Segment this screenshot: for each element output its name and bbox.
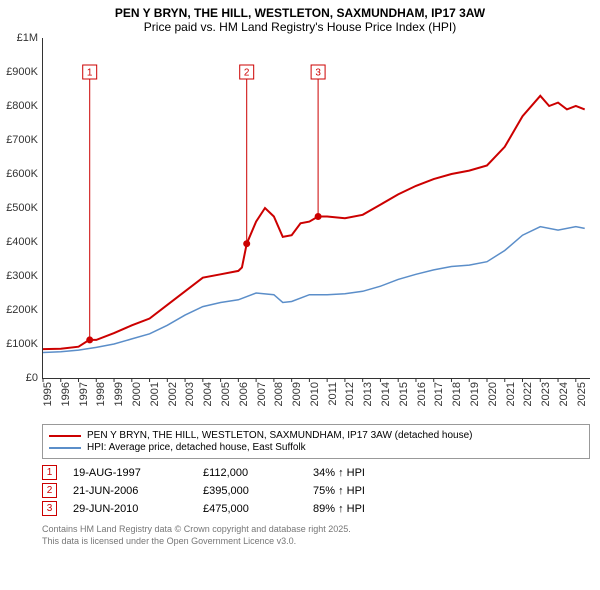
footer-line1: Contains HM Land Registry data © Crown c… [42,524,590,536]
x-tick-label: 2010 [309,382,321,406]
chart-svg: 1 2 3 [43,38,590,378]
y-tick-label: £800K [6,100,38,112]
x-axis-labels: 1995 1996 1997 1998 1999 2000 2001 2002 2003 2004… [42,378,590,418]
x-tick-label: 2006 [238,382,250,406]
x-tick-label: 2012 [344,382,356,406]
sale-row-date: 19-AUG-1997 [73,467,203,479]
sale-row: 1 19-AUG-1997£112,00034% ↑ HPI [42,465,590,480]
x-tick-label: 2023 [540,382,552,406]
x-tick-label: 2020 [487,382,499,406]
y-tick-label: £500K [6,202,38,214]
series-line [43,227,585,353]
sale-marker-dot [243,241,250,248]
footer-line2: This data is licensed under the Open Gov… [42,536,590,548]
legend-label-hpi: HPI: Average price, detached house, East… [87,442,306,453]
legend-row-hpi: HPI: Average price, detached house, East… [49,442,583,453]
sale-row-price: £475,000 [203,503,313,515]
x-tick-label: 2025 [576,382,588,406]
x-tick-label: 2022 [522,382,534,406]
series-line [43,96,585,349]
chart-title-line1: PEN Y BRYN, THE HILL, WESTLETON, SAXMUND… [0,0,600,20]
y-tick-label: £300K [6,270,38,282]
x-tick-label: 2002 [167,382,179,406]
sale-marker-number: 2 [244,68,250,79]
x-tick-label: 2015 [398,382,410,406]
sale-row-badge: 3 [42,501,57,516]
x-tick-label: 1997 [78,382,90,406]
sale-row-date: 29-JUN-2010 [73,503,203,515]
x-tick-label: 2016 [416,382,428,406]
sale-row-pct: 75% ↑ HPI [313,485,365,497]
y-tick-label: £600K [6,168,38,180]
sale-marker-number: 3 [315,68,321,79]
y-tick-label: £0 [26,372,38,384]
y-tick-label: £1M [17,32,38,44]
y-tick-label: £100K [6,338,38,350]
x-tick-label: 2000 [131,382,143,406]
x-tick-label: 2018 [451,382,463,406]
x-tick-label: 2005 [220,382,232,406]
sale-row-price: £112,000 [203,467,313,479]
y-tick-label: £700K [6,134,38,146]
y-tick-label: £900K [6,66,38,78]
chart-plot-area: 1 2 3 [42,38,590,379]
x-tick-label: 2009 [291,382,303,406]
x-tick-label: 2021 [505,382,517,406]
legend-label-property: PEN Y BRYN, THE HILL, WESTLETON, SAXMUND… [87,430,473,441]
x-tick-label: 1996 [60,382,72,406]
x-tick-label: 2013 [362,382,374,406]
x-tick-label: 1998 [95,382,107,406]
sale-marker-dot [86,337,93,344]
sale-row: 2 21-JUN-2006£395,00075% ↑ HPI [42,483,590,498]
y-tick-label: £400K [6,236,38,248]
x-tick-label: 2017 [433,382,445,406]
x-tick-label: 2001 [149,382,161,406]
legend-swatch-property [49,435,81,437]
legend-row-property: PEN Y BRYN, THE HILL, WESTLETON, SAXMUND… [49,430,583,441]
sales-table: 1 19-AUG-1997£112,00034% ↑ HPI 2 21-JUN-200… [42,465,590,516]
x-tick-label: 2014 [380,382,392,406]
sale-row-pct: 34% ↑ HPI [313,467,365,479]
sale-marker-dot [315,213,322,220]
chart-title-line2: Price paid vs. HM Land Registry's House … [0,20,600,34]
legend-swatch-hpi [49,447,81,449]
sale-marker-number: 1 [87,68,93,79]
x-tick-label: 2007 [256,382,268,406]
x-tick-label: 2008 [273,382,285,406]
x-tick-label: 2024 [558,382,570,406]
footer-attribution: Contains HM Land Registry data © Crown c… [42,524,590,547]
sale-row-badge: 1 [42,465,57,480]
x-tick-label: 2003 [184,382,196,406]
sale-row-pct: 89% ↑ HPI [313,503,365,515]
x-tick-label: 2011 [327,382,339,406]
sale-row: 3 29-JUN-2010£475,00089% ↑ HPI [42,501,590,516]
sale-row-badge: 2 [42,483,57,498]
y-axis-labels: £0£100K£200K£300K£400K£500K£600K£700K£80… [0,38,40,378]
sale-row-date: 21-JUN-2006 [73,485,203,497]
legend-box: PEN Y BRYN, THE HILL, WESTLETON, SAXMUND… [42,424,590,459]
x-tick-label: 2019 [469,382,481,406]
x-tick-label: 2004 [202,382,214,406]
x-tick-label: 1999 [113,382,125,406]
sale-row-price: £395,000 [203,485,313,497]
y-tick-label: £200K [6,304,38,316]
x-tick-label: 1995 [42,382,54,406]
